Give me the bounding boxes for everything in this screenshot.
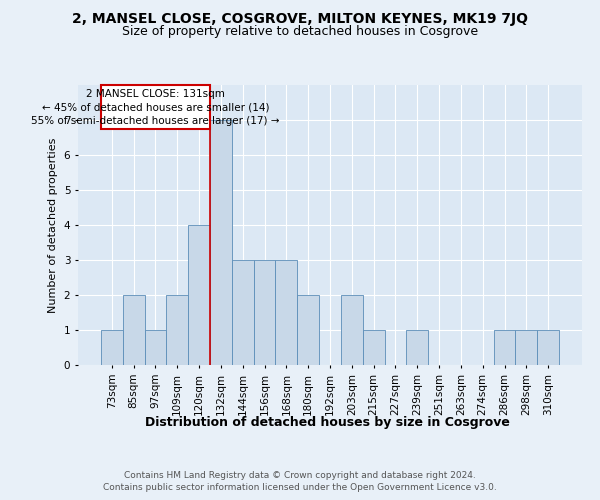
Bar (188, 225, 210, 365)
Bar (123, 295, 145, 365)
Text: Contains public sector information licensed under the Open Government Licence v3: Contains public sector information licen… (103, 484, 497, 492)
Bar (101, 330, 123, 365)
Bar (494, 330, 515, 365)
Bar (232, 260, 254, 365)
Text: Size of property relative to detached houses in Cosgrove: Size of property relative to detached ho… (122, 25, 478, 38)
Text: ← 45% of detached houses are smaller (14): ← 45% of detached houses are smaller (14… (42, 102, 269, 113)
Y-axis label: Number of detached properties: Number of detached properties (48, 138, 58, 312)
Bar (363, 330, 385, 365)
Bar (515, 330, 537, 365)
Text: 55% of semi-detached houses are larger (17) →: 55% of semi-detached houses are larger (… (31, 116, 280, 126)
Text: Distribution of detached houses by size in Cosgrove: Distribution of detached houses by size … (145, 416, 509, 429)
Bar (297, 295, 319, 365)
Bar (341, 295, 363, 365)
Text: 2, MANSEL CLOSE, COSGROVE, MILTON KEYNES, MK19 7JQ: 2, MANSEL CLOSE, COSGROVE, MILTON KEYNES… (72, 12, 528, 26)
Bar (537, 330, 559, 365)
Bar (406, 330, 428, 365)
Bar (210, 120, 232, 365)
Bar (254, 260, 275, 365)
Bar (166, 295, 188, 365)
Text: Contains HM Land Registry data © Crown copyright and database right 2024.: Contains HM Land Registry data © Crown c… (124, 472, 476, 480)
Bar (275, 260, 297, 365)
FancyBboxPatch shape (101, 85, 210, 128)
Text: 2 MANSEL CLOSE: 131sqm: 2 MANSEL CLOSE: 131sqm (86, 89, 225, 99)
Bar (145, 330, 166, 365)
